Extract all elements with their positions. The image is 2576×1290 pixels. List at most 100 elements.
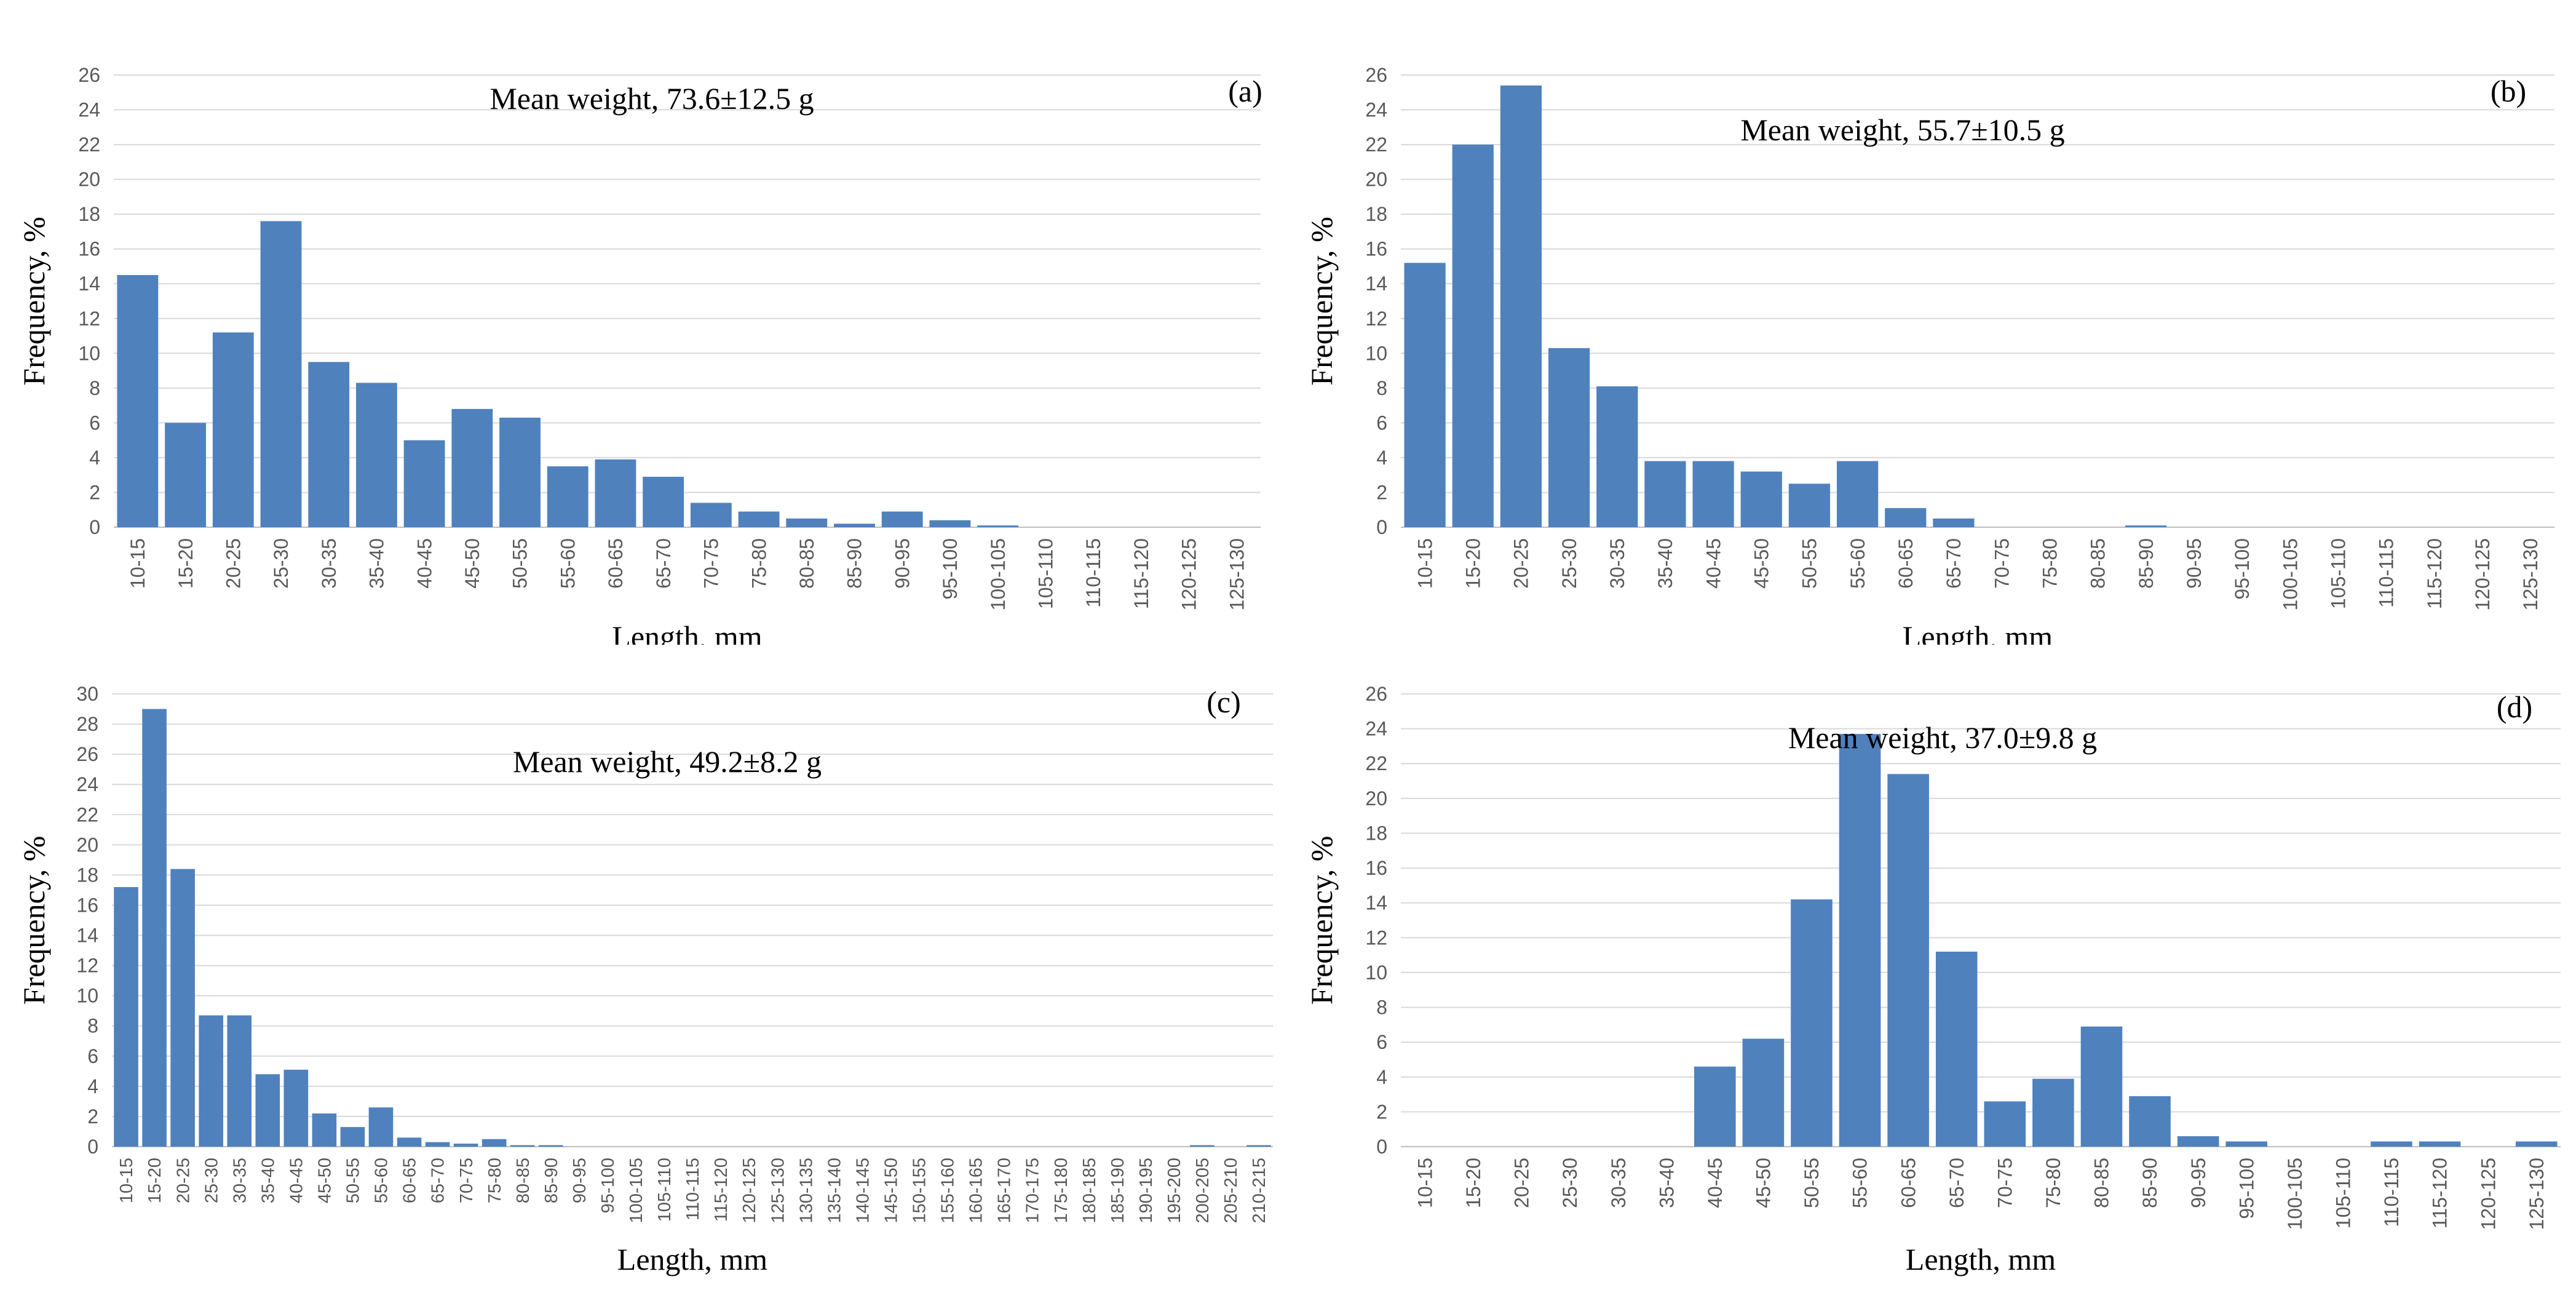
x-tick-label: 75-80 [748,538,770,589]
x-tick-label: 15-20 [1462,1158,1484,1208]
y-tick-label: 4 [89,447,100,469]
bar [165,423,206,527]
y-axis-title: Frequency, % [17,836,51,1005]
x-tick-label: 65-70 [652,538,675,589]
x-tick-label: 25-30 [270,538,292,589]
y-tick-label: 26 [1365,64,1387,86]
x-tick-label: 210-215 [1250,1158,1269,1223]
bar [690,503,732,527]
bar [2177,1136,2219,1147]
x-tick-label: 10-15 [127,538,149,589]
x-tick-label: 115-120 [2429,1158,2451,1228]
x-tick-label: 175-180 [1052,1158,1071,1223]
bar [2032,1078,2074,1147]
chart-panel-b: 0 2 4 6 8 10 12 14 16 18 20 22 24 26 10-15 15-20 20-25 25… [1288,0,2576,645]
y-tick-label: 6 [87,1045,98,1067]
x-tick-label: 70-75 [457,1158,477,1203]
x-tick-label: 55-60 [1847,538,1869,589]
x-tick-label: 150-155 [910,1158,930,1223]
x-tick-label: 60-65 [400,1158,420,1203]
bar [2419,1141,2461,1147]
x-tick-label: 80-85 [513,1158,533,1203]
bar [1500,85,1542,527]
x-tick-label: 80-85 [2087,538,2109,589]
y-tick-label: 20 [76,834,98,856]
x-axis-title: Length, mm [1903,619,2053,645]
y-tick-label: 12 [78,308,100,330]
y-tick-label: 20 [1365,169,1387,191]
x-tick-label: 115-120 [711,1158,731,1222]
x-tick-label: 35-40 [366,538,388,589]
bar [170,869,195,1147]
bar [1933,518,1975,527]
y-tick-label: 2 [87,1105,98,1128]
bar [1788,484,1831,527]
x-tick-label: 160-165 [967,1158,986,1223]
bar [425,1142,450,1147]
x-tick-label: 45-50 [461,538,483,589]
x-axis-title: Length, mm [612,619,763,645]
bar [2080,1026,2123,1147]
bar [117,275,159,527]
x-tick-label: 65-70 [1946,1158,1968,1208]
y-tick-label: 16 [78,238,100,260]
bar [2125,525,2167,527]
y-tick-label: 10 [78,342,100,364]
x-tick-label: 40-45 [287,1158,306,1203]
x-axis-title: Length, mm [617,1242,768,1276]
y-tick-label: 18 [76,864,98,886]
x-tick-label: 30-35 [1607,1158,1630,1208]
mean-weight-annotation: Mean weight, 49.2±8.2 g [513,744,822,779]
y-tick-label: 8 [89,377,100,399]
x-tick-label: 190-195 [1136,1158,1156,1223]
panel-label: (c) [1207,685,1241,719]
bar [1740,471,1782,527]
y-axis-title: Frequency, % [17,217,51,385]
y-tick-label: 14 [78,273,100,295]
bar [227,1015,252,1147]
y-tick-label: 12 [1365,926,1387,949]
bar [340,1127,365,1147]
y-tick-label: 20 [78,169,100,191]
x-tick-label: 200-205 [1193,1158,1213,1223]
x-tick-label: 120-125 [2471,538,2494,610]
x-tick-label: 10-15 [117,1158,137,1203]
y-tick-label: 18 [1365,822,1387,844]
x-tick-label: 20-25 [1510,538,1532,589]
y-tick-label: 4 [1376,1066,1387,1088]
x-tick-label: 85-90 [2139,1158,2161,1208]
x-tick-label: 95-100 [2235,1158,2257,1219]
y-tick-label: 10 [76,985,98,1007]
bar [1885,508,1927,527]
bar [1887,774,1929,1147]
x-tick-label: 100-105 [987,538,1009,610]
x-tick-label: 105-110 [655,1158,675,1222]
bar [2515,1141,2558,1147]
x-tick-label: 120-125 [740,1158,759,1223]
y-tick-label: 2 [1376,1101,1387,1123]
x-tick-label: 170-175 [1023,1158,1043,1223]
x-tick-label: 40-45 [413,538,435,589]
x-tick-label: 50-55 [1799,538,1821,589]
y-axis-title: Frequency, % [1304,836,1339,1005]
panel-label: (a) [1228,74,1262,108]
x-tick-label: 195-200 [1165,1158,1184,1223]
bar [199,1015,223,1147]
bar [499,417,541,527]
x-tick-label: 35-40 [258,1158,278,1203]
y-tick-label: 2 [1376,481,1387,503]
x-tick-label: 70-75 [1994,1158,2016,1208]
x-tick-label: 85-90 [844,538,866,589]
x-tick-label: 15-20 [1462,538,1484,589]
y-tick-label: 16 [1365,238,1387,260]
panel-label: (b) [2491,74,2526,108]
x-axis-title: Length, mm [1906,1242,2056,1276]
y-tick-label: 0 [87,1136,98,1158]
y-tick-label: 12 [1365,308,1387,330]
x-tick-label: 40-45 [1704,1158,1726,1208]
bar [1692,461,1734,527]
bar [260,221,302,527]
chart-panel-d: 0 2 4 6 8 10 12 14 16 18 20 22 24 26 10-15 15-20 20-25 25… [1288,645,2576,1290]
x-tick-label: 110-115 [1082,538,1104,608]
